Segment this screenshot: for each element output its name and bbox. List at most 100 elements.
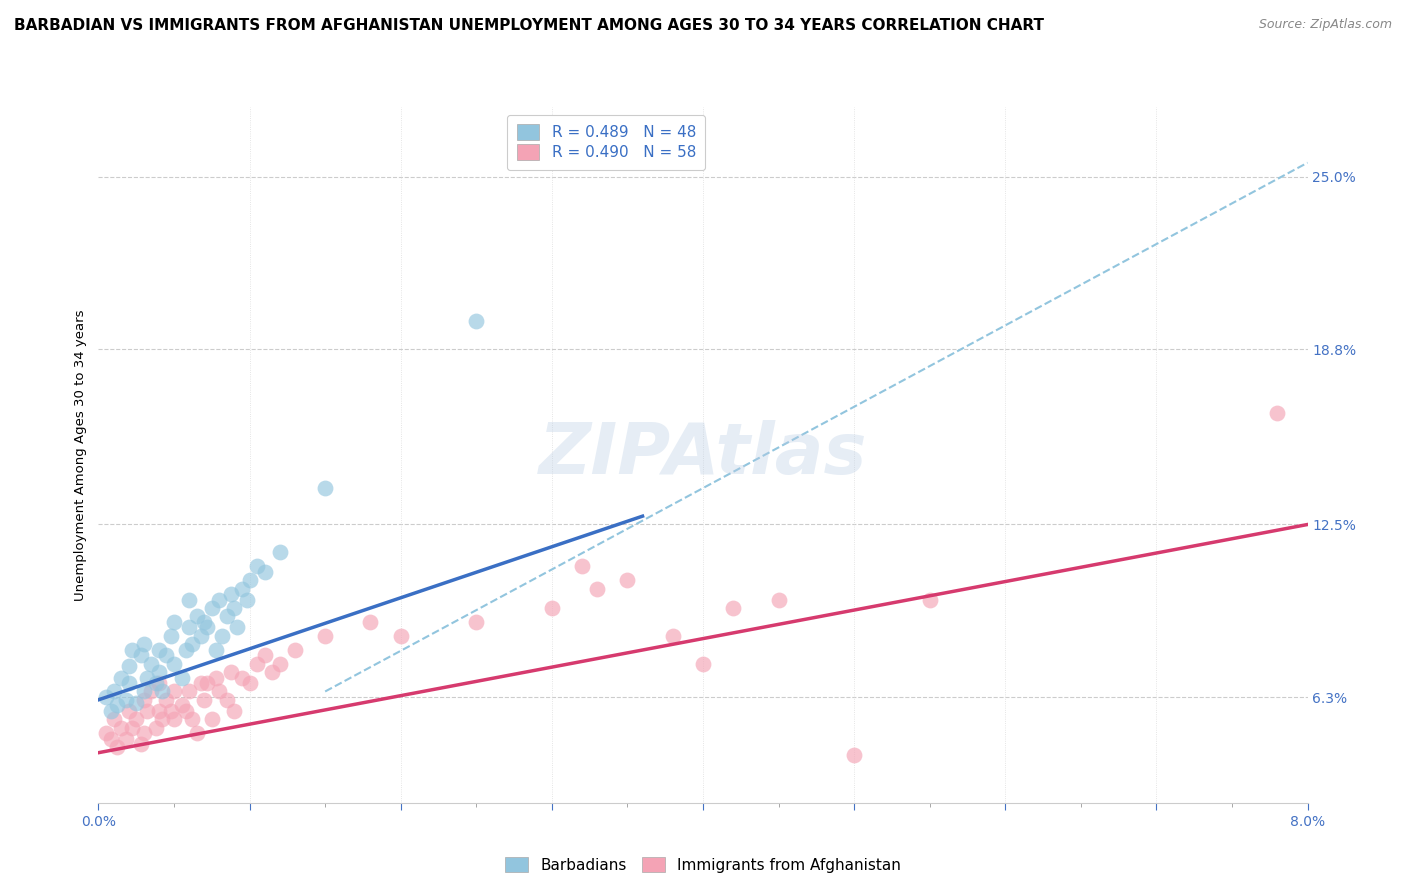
Point bbox=[105, 740, 128, 755]
Point bbox=[231, 671, 253, 685]
Point bbox=[224, 704, 246, 718]
Point bbox=[132, 684, 155, 698]
Text: BARBADIAN VS IMMIGRANTS FROM AFGHANISTAN UNEMPLOYMENT AMONG AGES 30 TO 34 YEARS : BARBADIAN VS IMMIGRANTS FROM AFGHANISTAN… bbox=[14, 18, 1045, 33]
Point bbox=[208, 684, 231, 698]
Y-axis label: Unemployment Among Ages 30 to 34 years: Unemployment Among Ages 30 to 34 years bbox=[75, 310, 87, 600]
Point bbox=[239, 676, 262, 690]
Point bbox=[145, 676, 167, 690]
Point bbox=[163, 615, 186, 629]
Point bbox=[262, 665, 284, 679]
Point bbox=[314, 481, 336, 495]
Point bbox=[118, 704, 141, 718]
Point bbox=[269, 657, 291, 671]
Point bbox=[195, 676, 218, 690]
Point bbox=[155, 693, 177, 707]
Point bbox=[571, 559, 593, 574]
Point bbox=[179, 592, 201, 607]
Point bbox=[135, 704, 157, 718]
Point bbox=[235, 592, 257, 607]
Point bbox=[105, 698, 128, 713]
Point bbox=[844, 748, 866, 763]
Point bbox=[163, 712, 186, 726]
Point bbox=[148, 704, 170, 718]
Point bbox=[132, 693, 155, 707]
Point bbox=[148, 642, 170, 657]
Point bbox=[121, 642, 143, 657]
Point bbox=[181, 637, 204, 651]
Point bbox=[132, 637, 155, 651]
Point bbox=[314, 629, 336, 643]
Point bbox=[148, 665, 170, 679]
Point bbox=[155, 648, 177, 663]
Point bbox=[195, 620, 218, 634]
Point bbox=[211, 629, 233, 643]
Point bbox=[186, 726, 208, 740]
Point bbox=[141, 684, 163, 698]
Point bbox=[179, 684, 201, 698]
Point bbox=[135, 671, 157, 685]
Point bbox=[94, 690, 117, 704]
Point bbox=[193, 615, 215, 629]
Point bbox=[150, 684, 173, 698]
Point bbox=[269, 545, 291, 559]
Point bbox=[100, 704, 122, 718]
Point bbox=[114, 731, 136, 746]
Point bbox=[201, 712, 224, 726]
Point bbox=[174, 642, 197, 657]
Point bbox=[215, 693, 238, 707]
Point bbox=[239, 573, 262, 587]
Point bbox=[160, 704, 183, 718]
Point bbox=[224, 601, 246, 615]
Point bbox=[148, 676, 170, 690]
Point bbox=[114, 693, 136, 707]
Point bbox=[141, 657, 163, 671]
Point bbox=[129, 648, 152, 663]
Point bbox=[129, 737, 152, 751]
Point bbox=[201, 601, 224, 615]
Point bbox=[163, 657, 186, 671]
Point bbox=[181, 712, 204, 726]
Point bbox=[586, 582, 609, 596]
Point bbox=[616, 573, 638, 587]
Point bbox=[215, 609, 238, 624]
Point bbox=[174, 704, 197, 718]
Point bbox=[231, 582, 253, 596]
Point bbox=[186, 609, 208, 624]
Point bbox=[221, 665, 243, 679]
Point bbox=[465, 615, 488, 629]
Point bbox=[132, 726, 155, 740]
Point bbox=[246, 559, 269, 574]
Point bbox=[150, 712, 173, 726]
Point bbox=[918, 592, 941, 607]
Point bbox=[163, 684, 186, 698]
Point bbox=[662, 629, 685, 643]
Point bbox=[389, 629, 412, 643]
Point bbox=[246, 657, 269, 671]
Point bbox=[118, 659, 141, 673]
Point bbox=[110, 721, 132, 735]
Point bbox=[1267, 406, 1289, 420]
Point bbox=[226, 620, 249, 634]
Text: Source: ZipAtlas.com: Source: ZipAtlas.com bbox=[1258, 18, 1392, 31]
Point bbox=[221, 587, 243, 601]
Point bbox=[205, 642, 228, 657]
Point bbox=[103, 684, 125, 698]
Point bbox=[193, 693, 215, 707]
Point bbox=[190, 629, 212, 643]
Point bbox=[253, 565, 276, 579]
Point bbox=[170, 671, 193, 685]
Point bbox=[253, 648, 276, 663]
Point bbox=[541, 601, 564, 615]
Legend: Barbadians, Immigrants from Afghanistan: Barbadians, Immigrants from Afghanistan bbox=[499, 850, 907, 879]
Point bbox=[170, 698, 193, 713]
Point bbox=[208, 592, 231, 607]
Text: ZIPAtlas: ZIPAtlas bbox=[538, 420, 868, 490]
Point bbox=[160, 629, 183, 643]
Point bbox=[205, 671, 228, 685]
Point bbox=[121, 721, 143, 735]
Point bbox=[723, 601, 745, 615]
Point bbox=[465, 314, 488, 328]
Point bbox=[179, 620, 201, 634]
Point bbox=[100, 731, 122, 746]
Point bbox=[125, 712, 148, 726]
